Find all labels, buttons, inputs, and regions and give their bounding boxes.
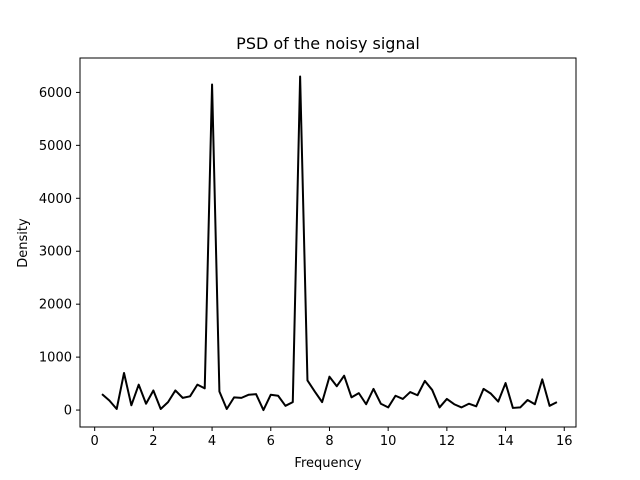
y-tick-label: 6000: [39, 86, 72, 101]
y-tick-label: 1000: [39, 351, 72, 366]
x-tick-label: 16: [556, 434, 573, 449]
x-tick-label: 10: [380, 434, 397, 449]
x-tick-label: 8: [325, 434, 333, 449]
plot-area: [101, 75, 558, 412]
y-tick-label: 4000: [39, 192, 72, 207]
plot-frame: [79, 57, 577, 428]
x-tick-label: 12: [439, 434, 456, 449]
y-tick-label: 2000: [39, 298, 72, 313]
y-axis-label: Density: [16, 218, 31, 268]
y-tick-label: 3000: [39, 245, 72, 260]
x-tick-label: 2: [149, 434, 157, 449]
x-tick-label: 0: [91, 434, 99, 449]
y-axis: 0 1000 2000 3000 4000 5000 6000: [39, 86, 80, 419]
x-tick-label: 6: [267, 434, 275, 449]
x-axis: 0 2 4 6 8 10 12 14 16: [91, 427, 573, 449]
psd-series-line: [101, 75, 558, 412]
y-tick-label: 0: [64, 404, 72, 419]
x-tick-label: 4: [208, 434, 216, 449]
x-tick-label: 14: [497, 434, 514, 449]
y-tick-label: 5000: [39, 139, 72, 154]
chart-title: PSD of the noisy signal: [236, 34, 420, 53]
x-axis-label: Frequency: [294, 456, 361, 471]
